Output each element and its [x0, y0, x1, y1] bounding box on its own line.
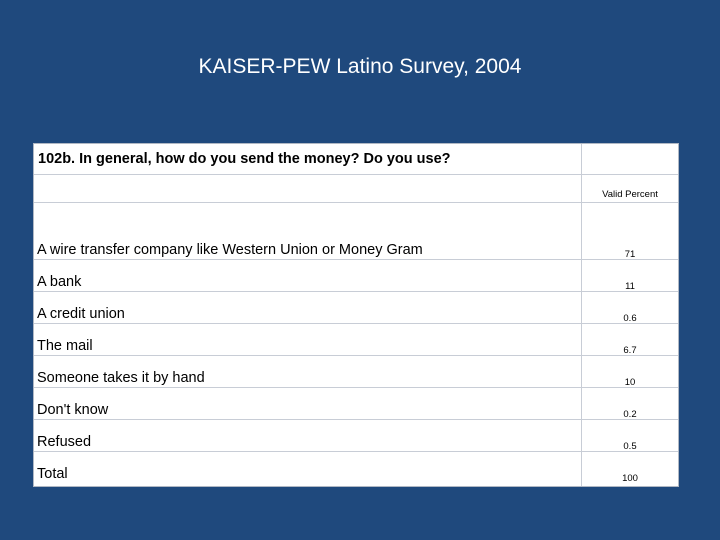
row-label: A credit union	[37, 306, 125, 322]
slide-title: KAISER-PEW Latino Survey, 2004	[198, 55, 522, 78]
row-value: 10	[624, 377, 636, 388]
header-row: Valid Percent	[34, 174, 678, 203]
row-label: A wire transfer company like Western Uni…	[37, 242, 423, 258]
row-value: 100	[622, 473, 638, 484]
table-row: A bank 11	[34, 260, 678, 292]
row-value: 71	[624, 249, 636, 260]
question-row: 102b. In general, how do you send the mo…	[34, 144, 678, 175]
valid-percent-header: Valid Percent	[602, 189, 658, 200]
question-text: 102b. In general, how do you send the mo…	[38, 151, 451, 167]
row-value: 0.6	[623, 313, 637, 324]
table-row-total: Total 100	[34, 452, 678, 486]
row-value: 0.5	[623, 441, 637, 452]
table-row: Someone takes it by hand 10	[34, 356, 678, 388]
table-row: Don't know 0.2	[34, 388, 678, 420]
row-label: A bank	[37, 274, 82, 290]
row-value: 6.7	[623, 345, 637, 356]
table-row: A credit union 0.6	[34, 292, 678, 324]
survey-table: 102b. In general, how do you send the mo…	[33, 143, 679, 487]
table-row: The mail 6.7	[34, 324, 678, 356]
row-label: Total	[37, 466, 68, 482]
row-label: Don't know	[37, 402, 109, 418]
row-label: Refused	[37, 434, 92, 450]
row-value: 11	[625, 281, 635, 292]
row-value: 0.2	[623, 409, 637, 420]
row-label: Someone takes it by hand	[37, 370, 205, 386]
table-row: A wire transfer company like Western Uni…	[34, 228, 678, 260]
row-label: The mail	[37, 338, 93, 354]
column-divider	[581, 144, 582, 486]
table-row: Refused 0.5	[34, 420, 678, 452]
